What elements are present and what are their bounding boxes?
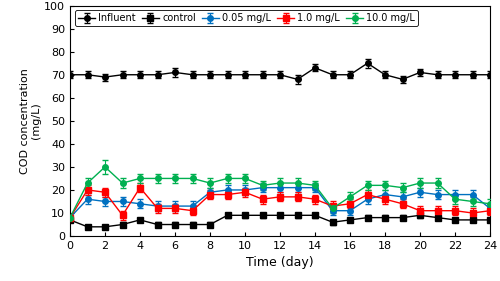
- Legend: Influent, control, 0.05 mg/L, 1.0 mg/L, 10.0 mg/L: Influent, control, 0.05 mg/L, 1.0 mg/L, …: [75, 10, 418, 26]
- Y-axis label: COD concentration
(mg/L): COD concentration (mg/L): [20, 68, 42, 174]
- X-axis label: Time (day): Time (day): [246, 257, 314, 269]
